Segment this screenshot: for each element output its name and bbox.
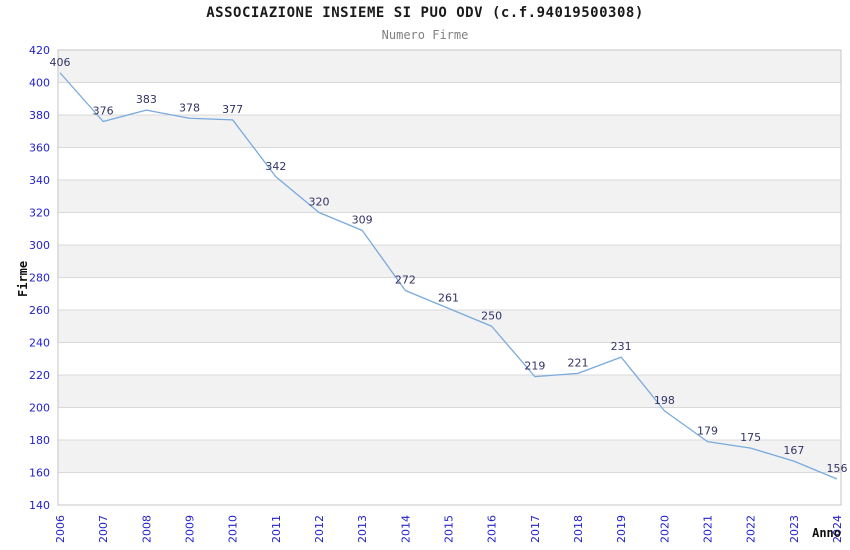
x-tick-label: 2007	[97, 515, 110, 543]
chart-subtitle: Numero Firme	[381, 28, 469, 42]
x-tick-label: 2023	[788, 515, 801, 543]
data-point-label: 376	[93, 105, 114, 118]
data-point-label: 179	[697, 425, 718, 438]
data-point-label: 167	[783, 444, 804, 457]
y-axis-title: Firme	[16, 261, 30, 297]
x-tick-label: 2006	[54, 515, 67, 543]
chart-title: ASSOCIAZIONE INSIEME SI PUO ODV (c.f.940…	[206, 5, 644, 21]
x-tick-label: 2018	[572, 515, 585, 543]
data-point-label: 231	[611, 340, 632, 353]
x-tick-label: 2019	[615, 515, 628, 543]
x-tick-label: 2014	[399, 515, 412, 543]
data-point-label: 309	[352, 213, 373, 226]
x-tick-label: 2016	[486, 515, 499, 543]
grid-band	[58, 440, 841, 473]
x-tick-label: 2009	[184, 515, 197, 543]
x-axis-title: Anno	[812, 526, 841, 540]
y-tick-label: 160	[29, 467, 50, 480]
x-tick-label: 2017	[529, 515, 542, 543]
data-point-label: 406	[50, 56, 71, 69]
x-tick-label: 2010	[227, 515, 240, 543]
x-tick-label: 2015	[443, 515, 456, 543]
x-tick-label: 2024	[831, 515, 844, 543]
x-tick-label: 2021	[702, 515, 715, 543]
line-series	[59, 72, 838, 480]
y-tick-label: 380	[29, 109, 50, 122]
data-point-label: 272	[395, 274, 416, 287]
data-point-label: 377	[222, 103, 243, 116]
data-point-label: 219	[524, 360, 545, 373]
data-point-label: 175	[740, 431, 761, 444]
data-point-labels: 406 376 383 378 377 342 320 309 272 261 250 219 221 2…	[50, 56, 848, 475]
plot-layers: 1401601802002202402602803003203403603804…	[16, 44, 848, 543]
y-axis-tick-labels: 140 160 180 200 220 240 260 280 300 320 340 360 380 4…	[29, 44, 50, 512]
data-point-label: 250	[481, 309, 502, 322]
x-tick-label: 2012	[313, 515, 326, 543]
data-point-label: 198	[654, 394, 675, 407]
data-point-label: 156	[827, 462, 848, 475]
data-point-label: 342	[265, 160, 286, 173]
y-tick-label: 280	[29, 272, 50, 285]
x-tick-label: 2022	[745, 515, 758, 543]
band-layer	[58, 50, 841, 473]
grid-band	[58, 180, 841, 213]
plot-border	[57, 49, 842, 506]
y-tick-label: 180	[29, 434, 50, 447]
grid-band	[58, 115, 841, 148]
grid-band	[58, 50, 841, 83]
y-tick-label: 260	[29, 304, 50, 317]
grid-band	[58, 245, 841, 278]
y-tick-label: 140	[29, 499, 50, 512]
x-tick-label: 2020	[658, 515, 671, 543]
data-point-label: 320	[309, 196, 330, 209]
data-point-label: 383	[136, 93, 157, 106]
y-tick-label: 220	[29, 369, 50, 382]
data-point-label: 221	[568, 356, 589, 369]
y-tick-label: 340	[29, 174, 50, 187]
y-tick-label: 240	[29, 337, 50, 350]
y-tick-label: 400	[29, 77, 50, 90]
y-tick-label: 320	[29, 207, 50, 220]
x-tick-label: 2013	[356, 515, 369, 543]
x-axis-tick-labels: 2006 2007 2008 2009 2010 2011 2012 2013 2014 2015…	[54, 515, 844, 543]
y-tick-label: 420	[29, 44, 50, 57]
y-tick-label: 300	[29, 239, 50, 252]
grid-band	[58, 310, 841, 343]
x-tick-label: 2011	[270, 515, 283, 543]
gridline-layer	[58, 82, 841, 473]
data-point-label: 378	[179, 101, 200, 114]
y-tick-label: 360	[29, 142, 50, 155]
data-point-label: 261	[438, 291, 459, 304]
y-tick-label: 200	[29, 402, 50, 415]
grid-band	[58, 375, 841, 408]
x-tick-label: 2008	[140, 515, 153, 543]
